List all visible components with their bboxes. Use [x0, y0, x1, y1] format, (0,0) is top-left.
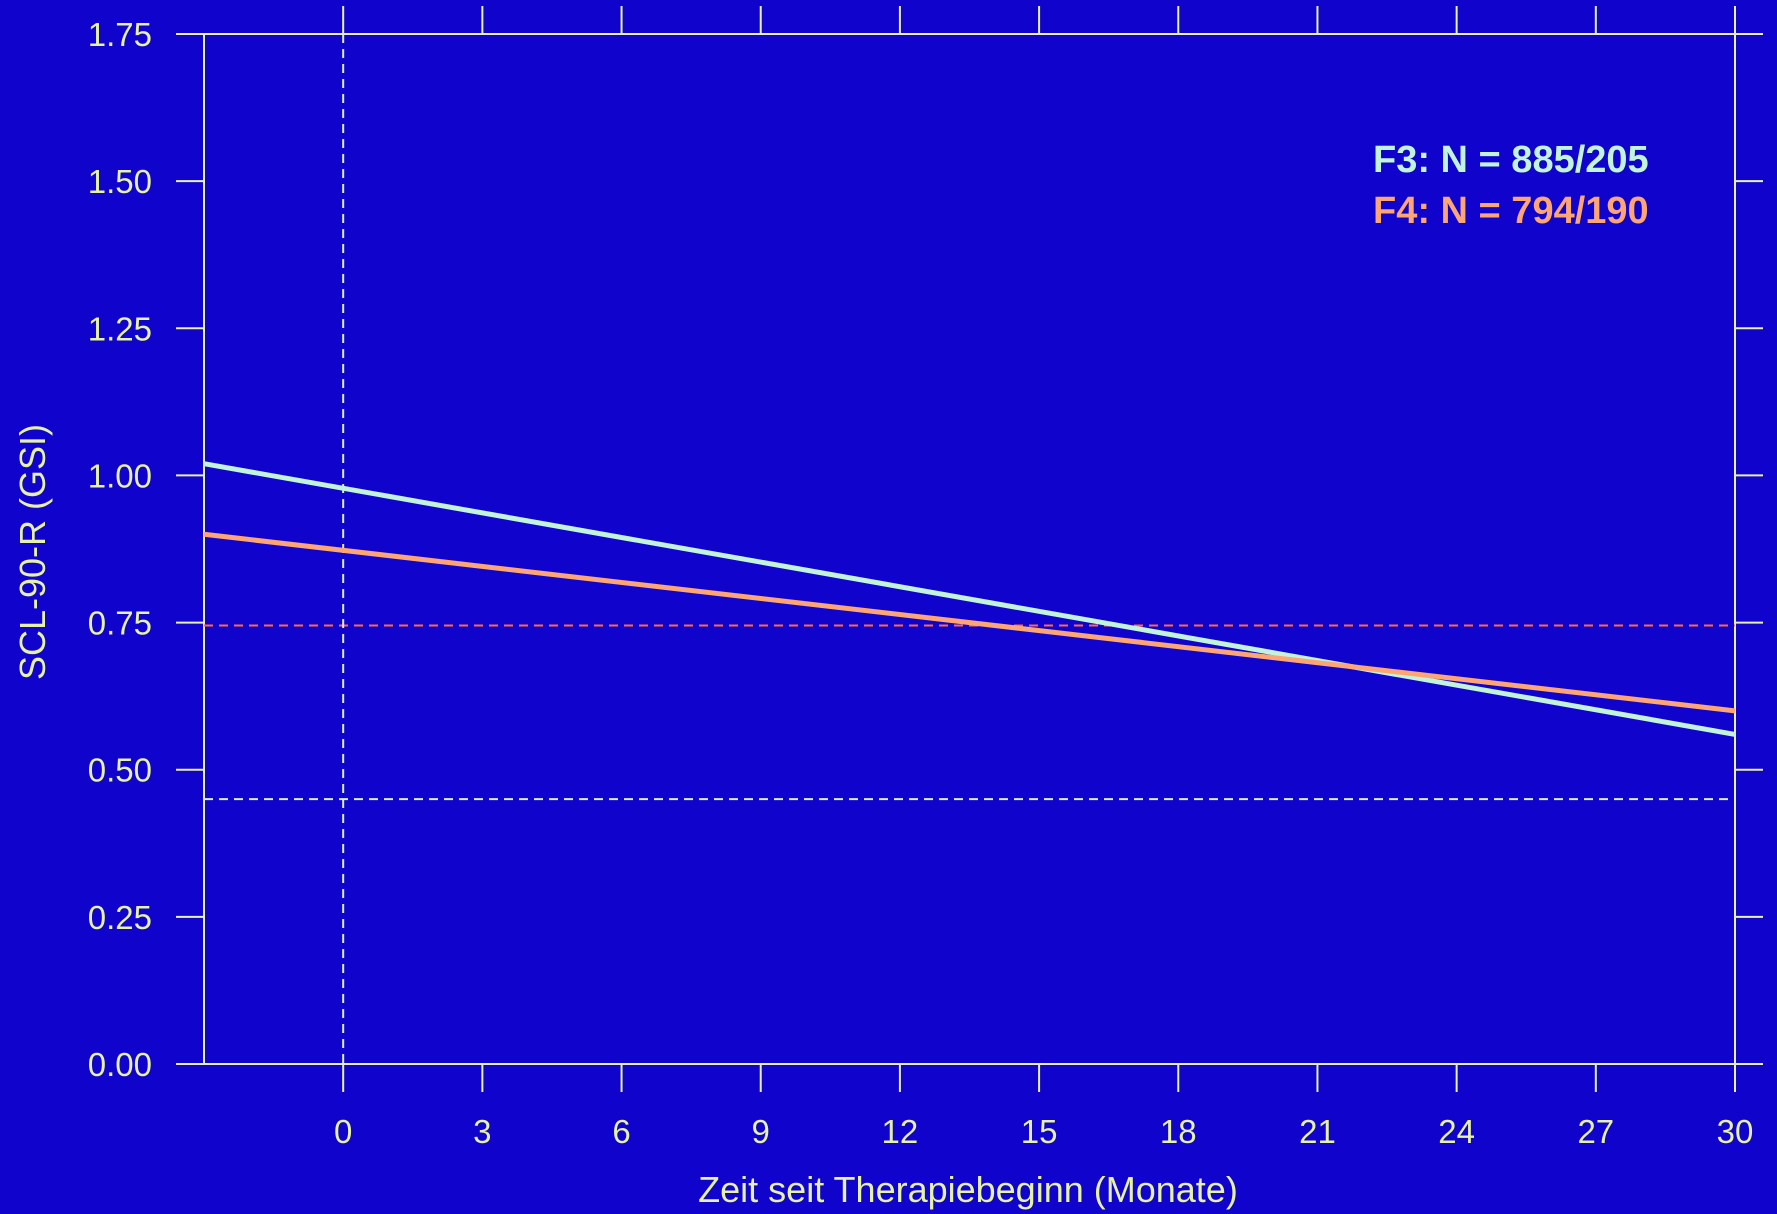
legend-entry-f4: F4: N = 794/190: [1373, 190, 1649, 232]
x-tick-label: 24: [1438, 1113, 1475, 1150]
y-tick-label: 0.75: [88, 605, 152, 642]
x-tick-label: 15: [1021, 1113, 1058, 1150]
x-tick-label: 3: [473, 1113, 491, 1150]
x-tick-label: 6: [612, 1113, 630, 1150]
x-tick-label: 9: [752, 1113, 770, 1150]
y-axis: 0.00 0.25 0.50 0.75 1.00 1.25 1.50 1.75: [88, 16, 1763, 1083]
x-tick-label: 30: [1717, 1113, 1754, 1150]
series-line-f3: [203, 461, 1736, 737]
legend: F3: N = 885/205 F4: N = 794/190: [1373, 139, 1649, 232]
y-tick-label: 0.00: [88, 1046, 152, 1083]
legend-entry-f3: F3: N = 885/205: [1373, 139, 1649, 181]
y-tick-label: 0.25: [88, 899, 152, 936]
y-tick-label: 1.50: [88, 163, 152, 200]
x-tick-label: 12: [882, 1113, 919, 1150]
x-tick-label: 21: [1299, 1113, 1336, 1150]
y-tick-label: 1.75: [88, 16, 152, 53]
x-tick-label: 27: [1577, 1113, 1614, 1150]
y-axis-title: SCL-90-R (GSI): [12, 424, 53, 680]
series-line-f4: [203, 531, 1736, 714]
y-tick-label: 1.00: [88, 457, 152, 494]
series-lines: [203, 461, 1736, 737]
x-axis: 0 3 6 9 12 15 18 21 24 27 30: [334, 6, 1753, 1150]
y-tick-label: 0.50: [88, 752, 152, 789]
x-tick-label: 0: [334, 1113, 352, 1150]
x-axis-title: Zeit seit Therapiebeginn (Monate): [698, 1169, 1238, 1210]
y-tick-label: 1.25: [88, 310, 152, 347]
x-tick-label: 18: [1160, 1113, 1197, 1150]
plot-frame: [203, 33, 1736, 1065]
plot-area: [203, 33, 1736, 1065]
